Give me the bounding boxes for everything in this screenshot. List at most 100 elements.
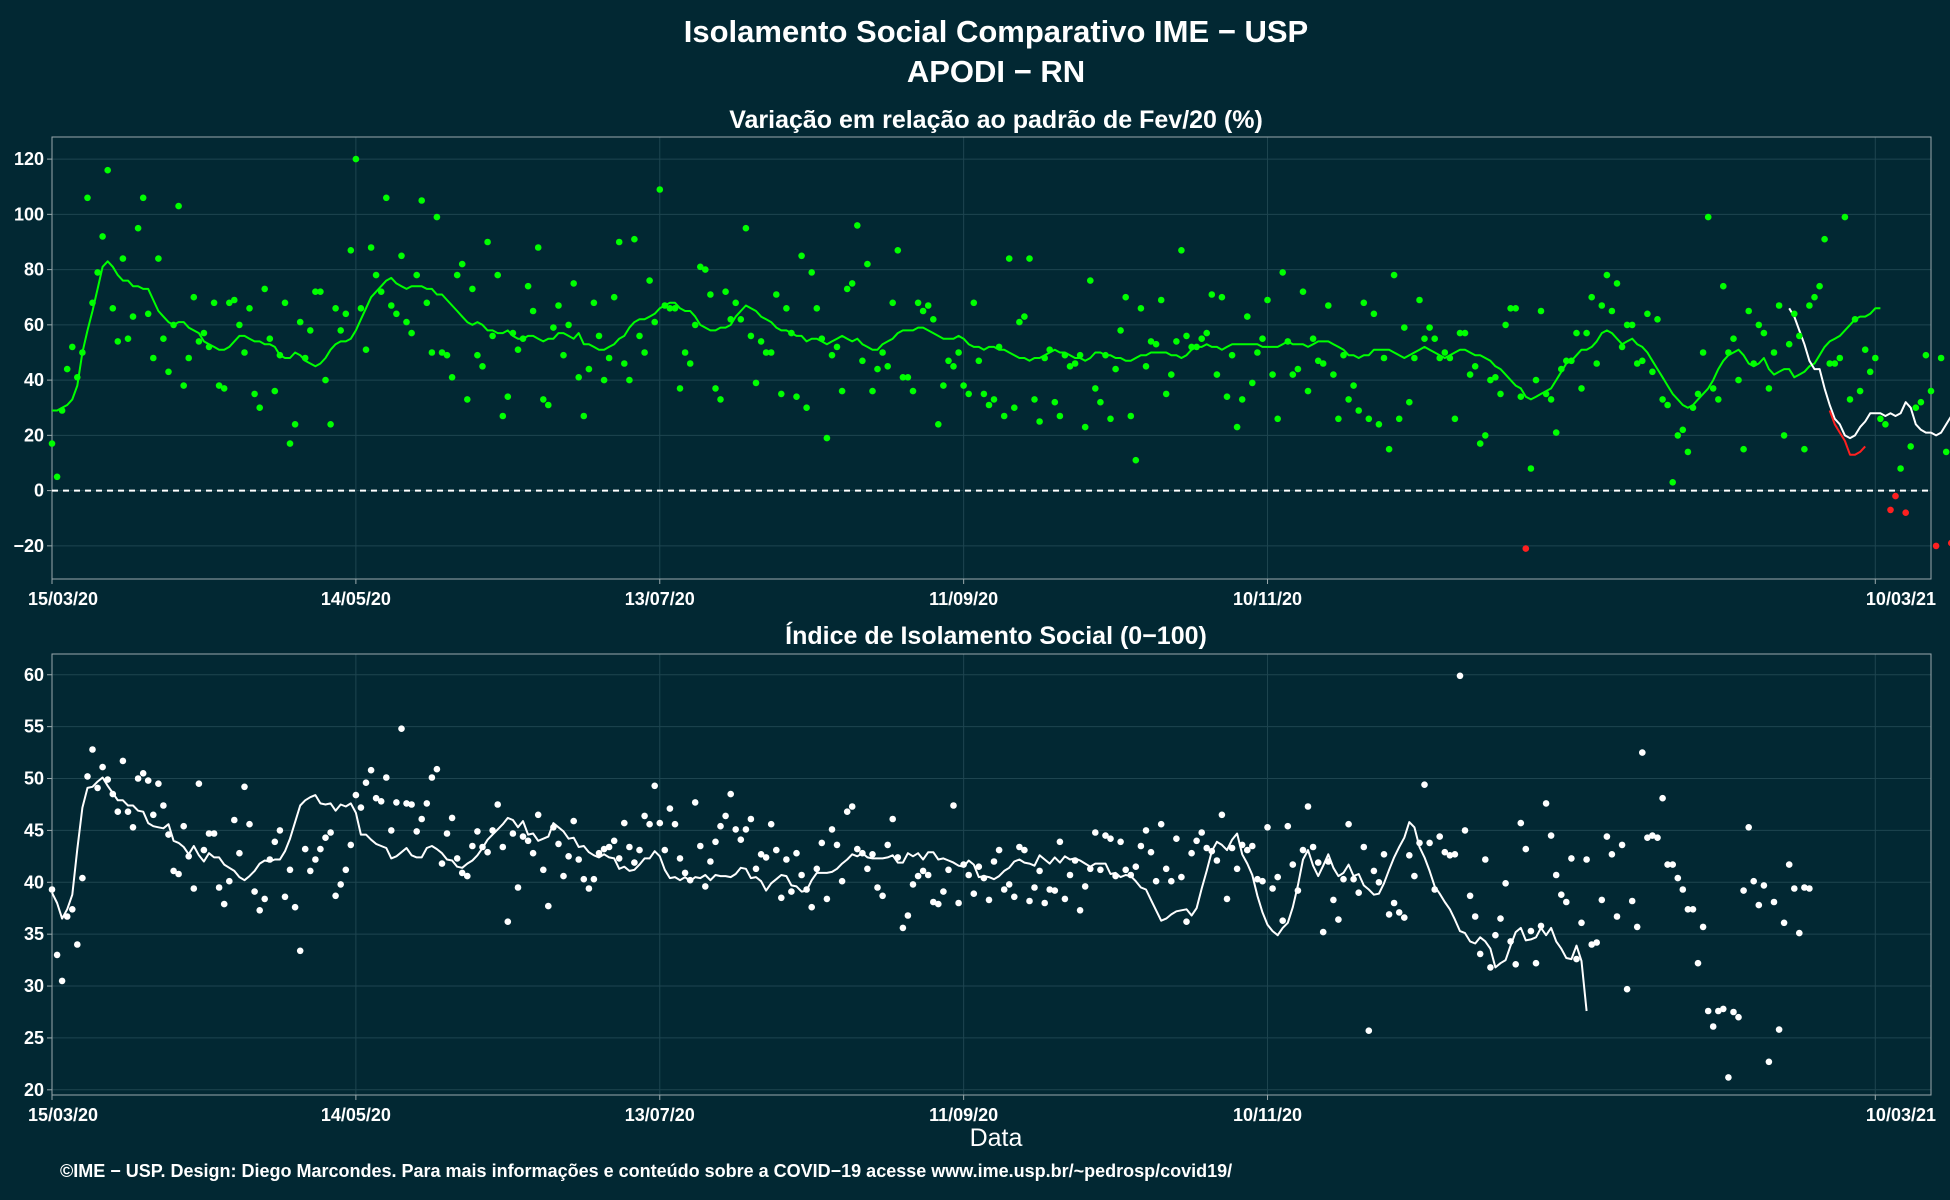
- isolation-data-point: [1097, 866, 1104, 874]
- variation-data-point: [1102, 351, 1109, 359]
- variation-data-point: [1269, 371, 1276, 378]
- isolation-data-point: [656, 819, 664, 827]
- isolation-data-point: [1259, 877, 1266, 885]
- variation-data-point: [838, 387, 846, 395]
- isolation-data-point: [1730, 1008, 1737, 1016]
- variation-data-point: [1041, 354, 1048, 362]
- isolation-data-point: [1401, 914, 1408, 921]
- isolation-data-point: [1000, 886, 1008, 893]
- variation-data-point: [281, 299, 289, 307]
- variation-data-point: [1289, 371, 1297, 378]
- variation-data-point: [661, 302, 669, 309]
- isolation-data-point: [1725, 1074, 1732, 1081]
- variation-data-point: [226, 299, 233, 307]
- variation-data-point: [1659, 396, 1666, 403]
- isolation-data-point: [752, 865, 760, 873]
- isolation-data-point: [367, 766, 375, 774]
- isolation-x-tick-label: 14/05/20: [321, 1105, 391, 1125]
- variation-data-point: [504, 393, 512, 401]
- isolation-data-point: [342, 866, 350, 874]
- variation-data-point: [241, 349, 248, 356]
- variation-data-point: [1730, 335, 1737, 343]
- variation-data-point: [955, 349, 962, 356]
- variation-data-point: [398, 252, 405, 260]
- variation-data-point: [1502, 321, 1509, 329]
- isolation-data-point: [1775, 1026, 1783, 1033]
- variation-data-point: [681, 349, 689, 356]
- variation-data-point: [1340, 351, 1347, 359]
- variation-data-point: [879, 349, 886, 356]
- variation-data-point: [1639, 357, 1646, 365]
- variation-data-point: [1613, 280, 1621, 287]
- variation-data-point: [1436, 354, 1443, 362]
- variation-data-point: [676, 385, 684, 392]
- isolation-data-point: [1092, 829, 1099, 836]
- variation-data-point: [924, 302, 932, 309]
- isolation-data-point: [636, 846, 643, 854]
- variation-data-point: [388, 302, 395, 309]
- isolation-data-point: [1249, 842, 1256, 850]
- variation-data-point: [1720, 282, 1727, 290]
- isolation-data-point: [702, 883, 709, 890]
- variation-data-point: [1319, 360, 1327, 367]
- isolation-data-point: [646, 820, 653, 828]
- variation-data-point: [418, 197, 426, 204]
- variation-data-point: [1335, 415, 1342, 423]
- variation-data-point: [524, 282, 532, 290]
- variation-data-point: [1709, 385, 1717, 392]
- variation-data-point: [1735, 376, 1742, 384]
- variation-y-tick-label: 60: [24, 315, 44, 335]
- isolation-data-point: [1198, 829, 1205, 836]
- isolation-data-point: [271, 838, 279, 846]
- isolation-data-point: [413, 828, 421, 835]
- variation-data-point: [615, 238, 623, 246]
- variation-data-point: [256, 404, 264, 412]
- isolation-data-point: [869, 851, 876, 858]
- isolation-data-point: [438, 860, 446, 867]
- variation-data-point: [433, 213, 441, 221]
- isolation-data-point: [276, 827, 284, 834]
- isolation-data-point: [357, 804, 365, 811]
- isolation-data-point: [803, 886, 810, 893]
- isolation-data-point: [1031, 884, 1038, 891]
- variation-data-point: [1927, 387, 1935, 395]
- isolation-data-point: [1254, 875, 1261, 883]
- isolation-data-point: [924, 871, 932, 879]
- panel-isolation-index: 15/03/20 14/05/20 13/07/20 11/09/20 10/11/20…: [24, 653, 1936, 1125]
- variation-data-point: [605, 354, 613, 362]
- isolation-data-point: [651, 782, 658, 790]
- variation-data-point: [1573, 329, 1580, 337]
- variation-data-point: [1157, 296, 1165, 304]
- variation-data-point: [555, 302, 562, 309]
- variation-data-point: [636, 332, 643, 340]
- variation-data-point: [783, 305, 790, 312]
- isolation-data-point: [540, 866, 547, 874]
- isolation-data-point: [1654, 834, 1661, 841]
- isolation-data-point: [1228, 844, 1236, 852]
- variation-data-point: [1846, 396, 1854, 403]
- variation-data-point: [945, 357, 952, 365]
- isolation-data-point: [1365, 1027, 1373, 1034]
- variation-data-point: [423, 299, 431, 307]
- variation-data-point: [1841, 213, 1849, 221]
- variation-data-point: [175, 202, 182, 210]
- isolation-data-point: [428, 774, 436, 781]
- isolation-data-point: [170, 867, 177, 875]
- isolation-data-point: [773, 846, 780, 854]
- variation-data-point: [691, 321, 699, 329]
- isolation-data-point: [1583, 856, 1590, 863]
- isolation-data-point: [119, 757, 127, 765]
- isolation-data-point: [529, 849, 537, 857]
- isolation-data-point: [681, 869, 689, 877]
- isolation-data-point: [286, 866, 294, 874]
- isolation-data-point: [1558, 891, 1565, 898]
- isolation-data-point: [514, 884, 522, 891]
- isolation-data-point: [1760, 882, 1768, 889]
- variation-data-point: [266, 335, 274, 343]
- variation-data-point: [788, 329, 795, 337]
- variation-data-point: [119, 255, 127, 262]
- isolation-data-point: [1132, 863, 1140, 870]
- variation-data-point: [580, 412, 588, 420]
- variation-data-point: [737, 316, 745, 323]
